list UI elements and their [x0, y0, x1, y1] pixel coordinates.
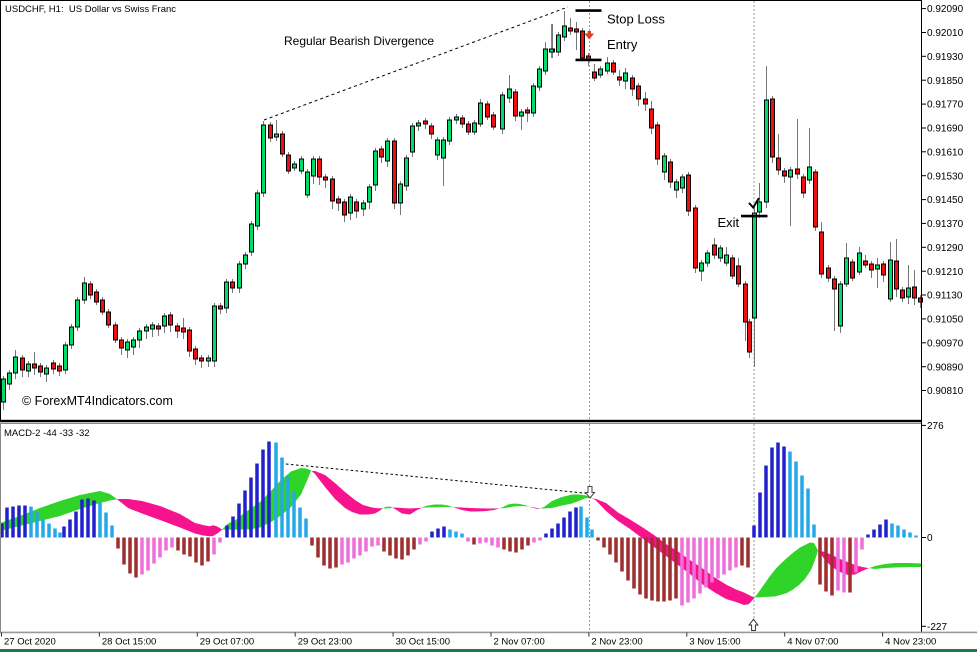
- svg-text:0.91930: 0.91930: [927, 52, 964, 63]
- svg-text:0: 0: [927, 533, 933, 544]
- svg-text:3 Nov 15:00: 3 Nov 15:00: [689, 637, 740, 648]
- svg-text:0.91210: 0.91210: [927, 267, 964, 278]
- svg-text:29 Oct 23:00: 29 Oct 23:00: [298, 637, 352, 648]
- svg-text:0.90810: 0.90810: [927, 386, 964, 397]
- svg-text:MACD-2 -44 -33 -32: MACD-2 -44 -33 -32: [4, 428, 90, 439]
- svg-text:27 Oct 2020: 27 Oct 2020: [4, 637, 56, 648]
- svg-text:0.91450: 0.91450: [927, 195, 964, 206]
- svg-text:4 Nov 23:00: 4 Nov 23:00: [885, 637, 936, 648]
- svg-text:0.92090: 0.92090: [927, 4, 964, 15]
- svg-text:0.90970: 0.90970: [927, 338, 964, 349]
- svg-text:-227: -227: [927, 622, 947, 633]
- svg-text:0.91690: 0.91690: [927, 124, 964, 135]
- svg-text:276: 276: [927, 421, 944, 432]
- svg-text:Exit: Exit: [718, 215, 740, 230]
- svg-text:0.91050: 0.91050: [927, 315, 964, 326]
- svg-text:4 Nov 07:00: 4 Nov 07:00: [787, 637, 838, 648]
- svg-text:0.91290: 0.91290: [927, 243, 964, 254]
- svg-text:Entry: Entry: [607, 37, 638, 52]
- svg-text:30 Oct 15:00: 30 Oct 15:00: [396, 637, 450, 648]
- svg-text:0.91130: 0.91130: [927, 291, 963, 302]
- svg-text:© ForexMT4Indicators.com: © ForexMT4Indicators.com: [22, 394, 173, 408]
- svg-text:2 Nov 23:00: 2 Nov 23:00: [591, 637, 642, 648]
- svg-text:Stop Loss: Stop Loss: [607, 12, 665, 27]
- svg-text:0.91850: 0.91850: [927, 76, 964, 87]
- svg-text:0.91770: 0.91770: [927, 100, 964, 111]
- svg-text:0.91370: 0.91370: [927, 219, 964, 230]
- svg-text:0.92010: 0.92010: [927, 28, 964, 39]
- svg-text:Regular Bearish Divergence: Regular Bearish Divergence: [284, 34, 434, 48]
- svg-text:0.91610: 0.91610: [927, 147, 964, 158]
- svg-text:28 Oct 15:00: 28 Oct 15:00: [102, 637, 156, 648]
- svg-text:USDCHF, H1: US Dollar vs Swis: USDCHF, H1: US Dollar vs Swiss Franc: [5, 4, 176, 15]
- svg-text:0.91530: 0.91530: [927, 171, 964, 182]
- svg-text:0.90890: 0.90890: [927, 362, 964, 373]
- svg-text:2 Nov 07:00: 2 Nov 07:00: [494, 637, 545, 648]
- svg-text:29 Oct 07:00: 29 Oct 07:00: [200, 637, 254, 648]
